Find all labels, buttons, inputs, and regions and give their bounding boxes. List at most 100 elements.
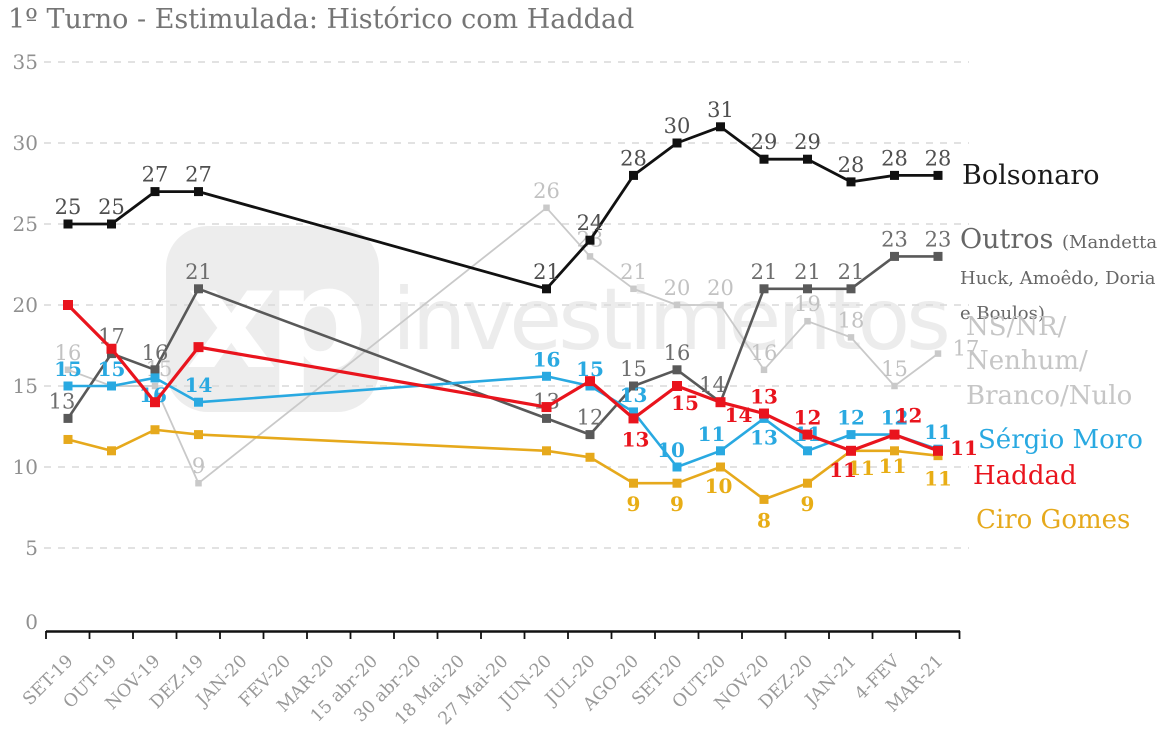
data-point-marker-haddad: [715, 397, 726, 408]
value-label-outros: 14: [699, 373, 726, 397]
value-label-bolsonaro: 24: [577, 211, 604, 235]
data-point-marker-haddad: [933, 445, 943, 456]
value-label-nsnr: 16: [55, 341, 82, 365]
value-label-outros: 12: [577, 406, 604, 430]
value-label-outros: 15: [620, 357, 647, 381]
value-label-outros: 23: [881, 227, 908, 251]
data-point-marker-bolsonaro: [107, 219, 116, 229]
data-point-marker-moro: [803, 446, 812, 456]
investimentos-watermark-text: investimentos: [392, 270, 951, 370]
value-label-moro: 12: [837, 406, 865, 430]
data-point-marker-nsnr: [586, 253, 594, 260]
series-line-nsnr: [67, 206, 939, 485]
value-label-bolsonaro: 29: [751, 130, 778, 154]
value-label-haddad: 11: [829, 458, 857, 482]
data-point-marker-bolsonaro: [890, 170, 899, 180]
y-axis-tick-label: 0: [25, 610, 38, 634]
value-label-haddad: 12: [794, 406, 822, 430]
data-point-marker-bolsonaro: [716, 122, 725, 132]
value-label-nsnr: 19: [794, 292, 821, 316]
data-point-marker-ciro: [629, 478, 638, 488]
value-label-moro: 11: [698, 422, 726, 446]
data-point-marker-nsnr: [195, 479, 202, 487]
data-point-marker-moro: [150, 373, 160, 383]
data-point-marker-outros: [150, 365, 160, 375]
data-point-marker-outros: [890, 251, 899, 261]
data-point-marker-haddad: [150, 397, 160, 408]
data-point-marker-haddad: [759, 408, 769, 419]
value-label-ciro: 10: [705, 474, 733, 498]
value-label-nsnr: 17: [953, 337, 980, 361]
data-point-marker-nsnr: [760, 366, 768, 374]
value-label-haddad: 13: [622, 427, 650, 451]
data-point-marker-nsnr: [891, 382, 898, 390]
value-label-outros: 21: [751, 260, 778, 284]
data-point-marker-nsnr: [804, 317, 811, 325]
data-point-marker-ciro: [150, 425, 160, 435]
data-point-marker-moro: [542, 371, 551, 381]
data-point-marker-moro: [194, 397, 203, 407]
data-point-marker-ciro: [585, 452, 595, 462]
data-point-marker-outros: [629, 381, 638, 391]
value-label-outros: 23: [925, 227, 952, 251]
data-point-marker-moro: [107, 381, 116, 391]
value-label-ciro: 9: [801, 492, 815, 516]
data-point-marker-outros: [194, 284, 203, 294]
value-label-outros: 21: [185, 260, 212, 284]
data-point-marker-nsnr: [543, 204, 550, 212]
data-point-marker-haddad: [585, 376, 595, 387]
data-point-marker-ciro: [542, 446, 551, 456]
value-label-bolsonaro: 28: [620, 146, 647, 170]
value-label-bolsonaro: 30: [664, 114, 691, 138]
value-label-ciro: 9: [670, 492, 684, 516]
data-point-marker-outros: [759, 284, 769, 294]
data-point-marker-nsnr: [64, 366, 72, 374]
value-label-moro: 11: [924, 420, 952, 444]
data-point-marker-haddad: [193, 342, 204, 353]
value-label-moro: 13: [750, 425, 778, 449]
data-point-marker-bolsonaro: [150, 187, 160, 197]
y-axis-tick-label: 35: [13, 50, 38, 74]
value-label-nsnr: 16: [751, 341, 778, 365]
data-point-marker-nsnr: [151, 382, 159, 390]
data-point-marker-outros: [803, 284, 812, 294]
data-point-marker-nsnr: [717, 301, 724, 309]
data-point-marker-ciro: [716, 462, 725, 472]
data-point-marker-ciro: [759, 494, 769, 504]
value-label-haddad: 11: [950, 436, 978, 460]
value-label-bolsonaro: 25: [98, 195, 125, 219]
value-label-outros: 16: [664, 341, 691, 365]
data-point-marker-moro: [716, 446, 725, 456]
data-point-marker-haddad: [672, 381, 682, 391]
data-point-marker-bolsonaro: [63, 219, 73, 229]
data-point-marker-outros: [933, 251, 943, 261]
page-title: 1º Turno - Estimulada: Histórico com Had…: [8, 4, 635, 35]
y-axis-tick-label: 30: [13, 131, 38, 155]
series-line-bolsonaro: [68, 125, 938, 291]
value-label-bolsonaro: 25: [55, 195, 82, 219]
series-line-outros: [66, 255, 938, 436]
data-point-marker-bolsonaro: [194, 187, 203, 197]
data-point-marker-nsnr: [934, 350, 942, 357]
y-axis-tick-label: 20: [13, 293, 38, 317]
data-point-marker-ciro: [803, 478, 812, 488]
value-label-bolsonaro: 27: [185, 163, 212, 187]
data-point-marker-moro: [846, 430, 856, 440]
data-point-marker-haddad: [63, 300, 73, 310]
value-label-moro: 14: [185, 373, 213, 397]
series-line-ciro: [67, 428, 939, 501]
data-point-marker-outros: [63, 413, 73, 423]
value-label-nsnr: 26: [533, 179, 560, 203]
value-label-outros: 16: [142, 341, 169, 365]
value-label-nsnr: 20: [664, 276, 691, 300]
value-label-haddad: 14: [725, 403, 753, 427]
data-point-marker-moro: [629, 407, 638, 417]
data-point-marker-bolsonaro: [846, 177, 856, 187]
value-label-nsnr: 18: [838, 308, 865, 332]
data-point-marker-haddad: [106, 343, 117, 354]
data-point-marker-ciro: [672, 478, 682, 488]
data-point-marker-bolsonaro: [933, 170, 943, 180]
value-label-moro: 10: [657, 438, 685, 462]
value-label-nsnr: 15: [881, 357, 908, 381]
